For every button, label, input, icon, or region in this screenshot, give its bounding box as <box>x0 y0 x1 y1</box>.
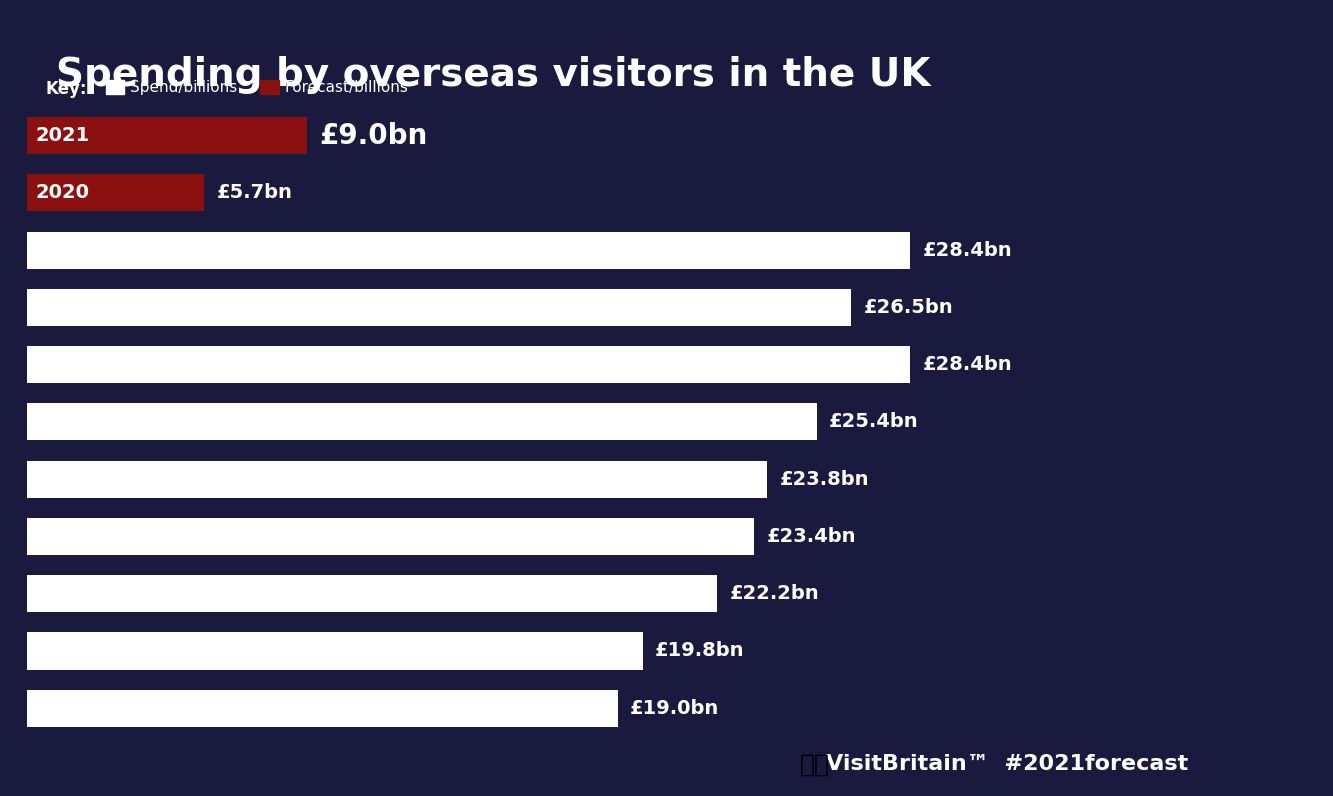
Text: £22.2bn: £22.2bn <box>729 584 820 603</box>
Text: 2019: 2019 <box>36 240 91 259</box>
Bar <box>27 517 754 555</box>
Text: 2011: 2011 <box>36 699 91 718</box>
Text: 2021: 2021 <box>36 126 91 145</box>
Text: £28.4bn: £28.4bn <box>922 240 1012 259</box>
Text: 2017: 2017 <box>36 355 91 374</box>
Bar <box>27 346 910 383</box>
Text: 2020: 2020 <box>36 183 91 202</box>
Text: 2014: 2014 <box>36 527 91 546</box>
Text: £23.8bn: £23.8bn <box>780 470 869 489</box>
Bar <box>27 404 817 440</box>
Bar <box>27 632 643 669</box>
Bar <box>27 174 204 212</box>
Bar <box>27 461 766 498</box>
Text: £23.4bn: £23.4bn <box>766 527 856 546</box>
Text: VisitBritain™  #2021forecast: VisitBritain™ #2021forecast <box>826 754 1189 775</box>
Text: £9.0bn: £9.0bn <box>319 122 428 150</box>
Text: Spending by overseas visitors in the UK: Spending by overseas visitors in the UK <box>56 57 930 95</box>
Text: 2012: 2012 <box>36 642 91 661</box>
Legend: Spend/billions, Forecast/billions: Spend/billions, Forecast/billions <box>100 74 415 101</box>
Text: 2018: 2018 <box>36 298 91 317</box>
Text: 2013: 2013 <box>36 584 91 603</box>
Text: £5.7bn: £5.7bn <box>216 183 292 202</box>
Text: Key:: Key: <box>45 80 87 98</box>
Text: £19.0bn: £19.0bn <box>631 699 720 718</box>
Bar <box>27 289 850 326</box>
Text: 2015: 2015 <box>36 470 91 489</box>
Text: 2016: 2016 <box>36 412 91 431</box>
Bar <box>27 575 717 612</box>
Text: £19.8bn: £19.8bn <box>655 642 744 661</box>
Bar <box>27 689 617 727</box>
Text: £25.4bn: £25.4bn <box>829 412 918 431</box>
Text: £28.4bn: £28.4bn <box>922 355 1012 374</box>
Bar <box>27 117 307 154</box>
Text: 🇬🇧: 🇬🇧 <box>800 752 830 776</box>
Bar <box>27 232 910 269</box>
Text: £26.5bn: £26.5bn <box>864 298 953 317</box>
